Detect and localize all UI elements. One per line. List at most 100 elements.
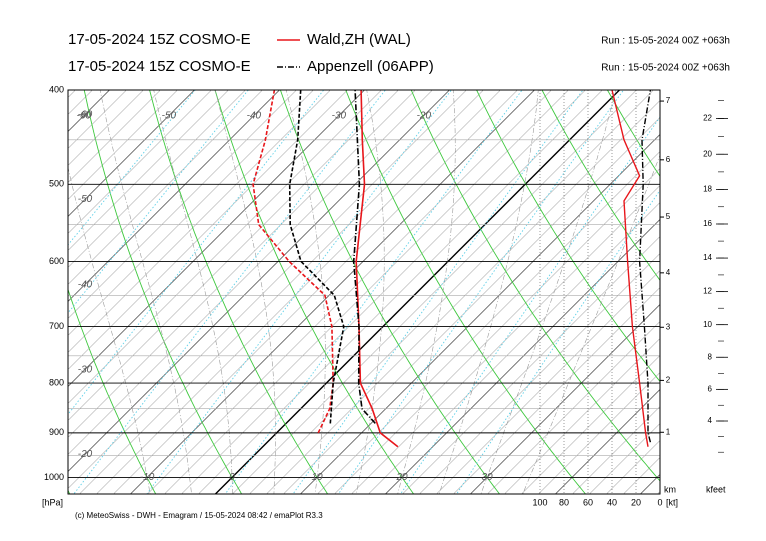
- mixing-ratio: [456, 189, 660, 494]
- isotherm: [68, 90, 433, 455]
- kfeet-tick-label: 18: [703, 184, 712, 193]
- mixing-ratio: [73, 90, 386, 494]
- km-label: km: [664, 484, 676, 494]
- x-tick-label: -60: [77, 110, 92, 121]
- header-title: 17-05-2024 15Z COSMO-E: [68, 58, 251, 75]
- isotherm: [129, 90, 536, 494]
- isotherm: [68, 90, 246, 268]
- mixing-ratio: [400, 116, 660, 494]
- dry-adiabat: [83, 90, 243, 494]
- isotherm: [68, 90, 281, 303]
- dry-adiabat: [279, 90, 501, 494]
- kfeet-tick-label: 20: [703, 149, 712, 158]
- wind-axis-label: [kt]: [666, 497, 678, 507]
- km-tick-label: 5: [666, 212, 671, 221]
- x-tick-label: 10: [311, 472, 323, 483]
- isotherm: [469, 303, 660, 494]
- y-tick-label: 400: [49, 84, 64, 94]
- km-tick-label: 1: [666, 427, 671, 436]
- isotherm: [68, 90, 178, 200]
- moist-adiabat: [438, 90, 539, 494]
- moist-adiabat: [214, 90, 276, 494]
- legend-label: Appenzell (06APP): [307, 58, 434, 75]
- moist-adiabat: [153, 90, 234, 494]
- isotherm: [368, 202, 660, 494]
- kfeet-tick-label: 22: [703, 114, 712, 123]
- y-tick-label: 500: [49, 179, 64, 189]
- isotherm: [384, 218, 660, 494]
- isotherm: [521, 355, 660, 494]
- y-tick-label: 800: [49, 377, 64, 387]
- kfeet-tick-label: 10: [703, 320, 712, 329]
- isotherm: [266, 100, 660, 494]
- dry-adiabat: [68, 288, 157, 494]
- isotherm: [68, 90, 161, 183]
- x-tick-label: -10: [140, 472, 155, 483]
- profiles: [252, 90, 652, 448]
- isotherm: [419, 253, 660, 494]
- x-tick-label: -20: [78, 449, 93, 460]
- mixing-ratio: [292, 90, 584, 494]
- moist-adiabat: [480, 90, 617, 494]
- isotherm: [96, 90, 501, 494]
- dry-adiabat: [345, 90, 587, 494]
- isotherm: [68, 90, 196, 218]
- temperature-line: [352, 90, 376, 424]
- isotherm: [68, 90, 263, 285]
- background-lines: [68, 90, 660, 494]
- isotherm: [572, 406, 660, 494]
- isotherm: [68, 90, 467, 489]
- header-title: 17-05-2024 15Z COSMO-E: [68, 31, 251, 48]
- mixing-ratio: [224, 90, 523, 494]
- mixing-ratio: [146, 90, 452, 494]
- y-tick-label: 1000: [44, 472, 64, 482]
- isotherm: [68, 90, 144, 166]
- isotherm: [538, 372, 660, 494]
- isotherm: [68, 90, 382, 404]
- isotherm: [68, 90, 212, 234]
- isotherm: [436, 270, 660, 494]
- y-tick-label: 900: [49, 427, 64, 437]
- isotherm: [232, 90, 637, 494]
- x-tick-label: 0: [229, 472, 235, 483]
- wind-speed-line: [638, 90, 652, 443]
- x-tick-label: 30: [481, 472, 493, 483]
- x-tick-label: 20: [395, 472, 408, 483]
- run-label: Run : 15-05-2024 00Z +063h: [601, 36, 730, 47]
- wind-tick-label: 60: [583, 497, 593, 507]
- moist-adiabat: [285, 90, 326, 494]
- kfeet-label: kfeet: [706, 484, 726, 494]
- km-tick-label: 2: [666, 376, 671, 385]
- wind-tick-label: 0: [657, 497, 662, 507]
- isotherm: [487, 321, 660, 494]
- isotherm: [554, 388, 660, 494]
- wind-speed-line: [611, 90, 649, 447]
- moist-adiabat: [397, 90, 456, 494]
- km-tick-label: 3: [666, 322, 671, 331]
- x-tick-label: -40: [78, 279, 93, 290]
- moist-adiabat: [355, 90, 385, 494]
- km-tick-label: 6: [666, 155, 671, 164]
- y-tick-label: 600: [49, 256, 64, 266]
- x-tick-label: -50: [78, 194, 93, 205]
- x-tick-label: -50: [162, 110, 177, 121]
- kfeet-tick-label: 6: [708, 384, 713, 393]
- mixing-ratio: [337, 90, 625, 494]
- isotherm: [589, 423, 660, 494]
- moist-adiabat: [68, 166, 151, 494]
- dry-adiabat: [410, 90, 660, 482]
- footer: (c) MeteoSwiss - DWH - Emagram / 15-05-2…: [75, 511, 323, 520]
- dry-adiabat: [214, 90, 415, 494]
- wind-tick-label: 100: [532, 497, 547, 507]
- isotherm: [68, 90, 229, 251]
- isotherm: [68, 90, 416, 438]
- run-label: Run : 15-05-2024 00Z +063h: [601, 63, 730, 74]
- isotherm: [181, 90, 586, 494]
- x-tick-label: -40: [247, 110, 262, 121]
- isotherm: [198, 90, 603, 494]
- kfeet-tick-label: 14: [703, 253, 712, 262]
- moist-adiabat: [522, 154, 660, 494]
- isotherm: [453, 287, 660, 494]
- isotherm: [317, 151, 660, 494]
